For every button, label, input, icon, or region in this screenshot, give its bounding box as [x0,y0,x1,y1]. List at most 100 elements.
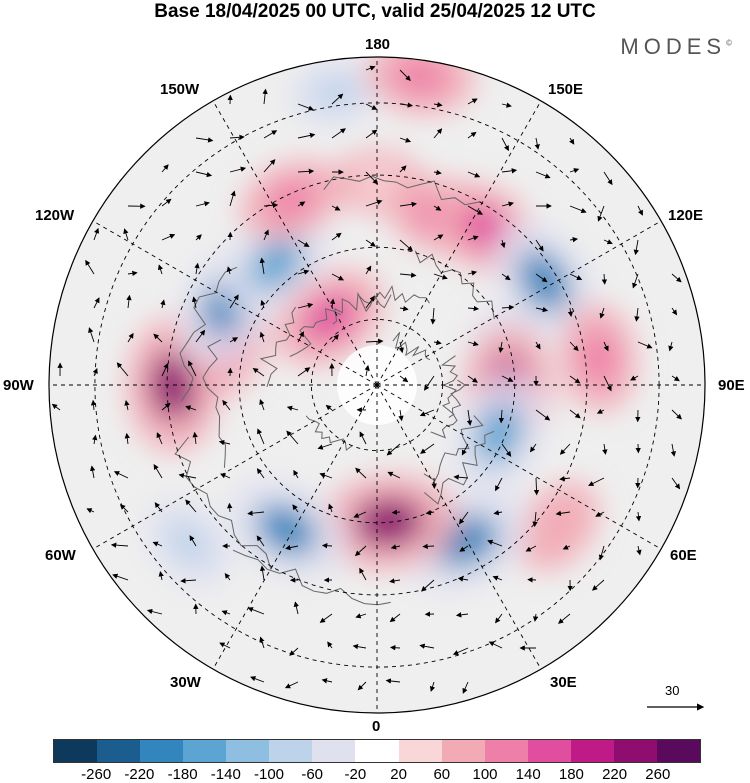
wind-vector [293,469,299,479]
wind-vector [156,432,163,445]
lon-label-150e: 150E [548,81,584,98]
coastline-segment [259,306,297,388]
wind-vector [634,307,640,322]
wind-vector [637,341,653,349]
wind-vector [602,443,608,455]
wind-vector [461,443,469,456]
meridian-line [92,220,378,386]
wind-vector [433,205,442,211]
coastline-segment [414,250,495,320]
lon-label-120w: 120W [35,207,75,224]
colorbar-tick-label: -60 [301,766,324,783]
anomaly-core [313,76,359,109]
wind-vector [592,579,605,591]
coastline-segment [323,175,481,206]
wind-vector [188,360,197,377]
wind-vector [285,544,299,551]
wind-vector [180,578,197,584]
coastline-segment [232,549,391,606]
wind-vector [501,375,514,382]
wind-vector [160,299,166,309]
map-title: Base 18/04/2025 00 UTC, valid 25/04/2025… [154,1,596,22]
wind-vector [452,647,469,656]
meridian-line [376,220,662,386]
wind-vector [297,331,304,343]
wind-vector [152,541,163,547]
wind-vector [596,408,605,414]
wind-vector [425,509,435,516]
wind-vector [357,681,367,691]
wind-vector [487,539,503,547]
wind-vector [185,405,197,411]
wind-vector [389,578,401,584]
wind-vector [153,333,163,343]
wind-vector [603,171,613,186]
wind-vector [636,545,642,556]
anomaly-core [168,521,209,565]
wind-vector [495,477,503,492]
wind-vector [525,545,537,552]
wind-vector [562,544,571,550]
colorbar-segment [570,740,614,762]
wind-vector [365,295,375,309]
wind-vector [467,340,479,347]
lon-label-60e: 60E [670,547,697,564]
wind-vector [194,262,200,275]
wind-vector [467,375,478,383]
wind-vector [161,233,176,241]
wind-vector [569,375,581,384]
wind-vector [195,137,214,143]
wind-vector [501,137,509,152]
wind-vector [365,129,378,139]
coastlines [174,175,495,606]
wind-vector [559,476,571,482]
wind-vector [259,331,265,343]
wind-vector [247,607,265,615]
wind-vector [259,399,265,411]
lon-label-90w: 90W [3,377,34,394]
wind-vector [119,504,129,513]
lon-label-60w: 60W [45,547,76,564]
wind-vector [533,477,540,496]
colorbar-tick-label: 180 [558,766,584,783]
wind-vector [297,103,314,111]
wind-vector [195,201,210,207]
wind-vector [317,443,333,450]
wind-vector [500,239,506,249]
anomaly-core [354,498,424,547]
wind-vector [535,341,541,350]
colorbar-segment [613,740,657,762]
wind-vector [154,502,163,513]
wind-vector [498,409,505,424]
wind-vector [355,467,367,479]
lon-label-150w: 150W [160,81,200,98]
wind-vector [124,400,130,411]
wind-vector [88,327,95,343]
wind-vector [493,509,503,516]
wind-vector [321,678,333,684]
wind-vector [467,235,479,241]
wind-vector [391,509,401,515]
wind-vector [419,409,435,417]
wind-vector [292,504,299,513]
coastline-segment [440,355,459,418]
wind-vector [433,101,443,108]
colorbar-segment [97,740,141,762]
wind-vector [535,273,548,283]
wind-vector [433,128,443,139]
wind-vector [158,571,164,581]
wind-vector [85,259,95,275]
wind-vector [671,307,678,316]
wind-vector [319,613,333,623]
wind-vector [501,168,518,174]
wind-vector [328,503,334,513]
brand-name: MODES [620,34,727,59]
wind-vector [501,304,515,311]
wind-vector [635,511,642,522]
wind-vector [192,431,198,445]
wind-vector [398,409,404,422]
lon-label-30w: 30W [170,674,201,691]
wind-vectors [51,65,682,694]
wind-vector [671,409,682,420]
wind-vector [535,239,544,252]
